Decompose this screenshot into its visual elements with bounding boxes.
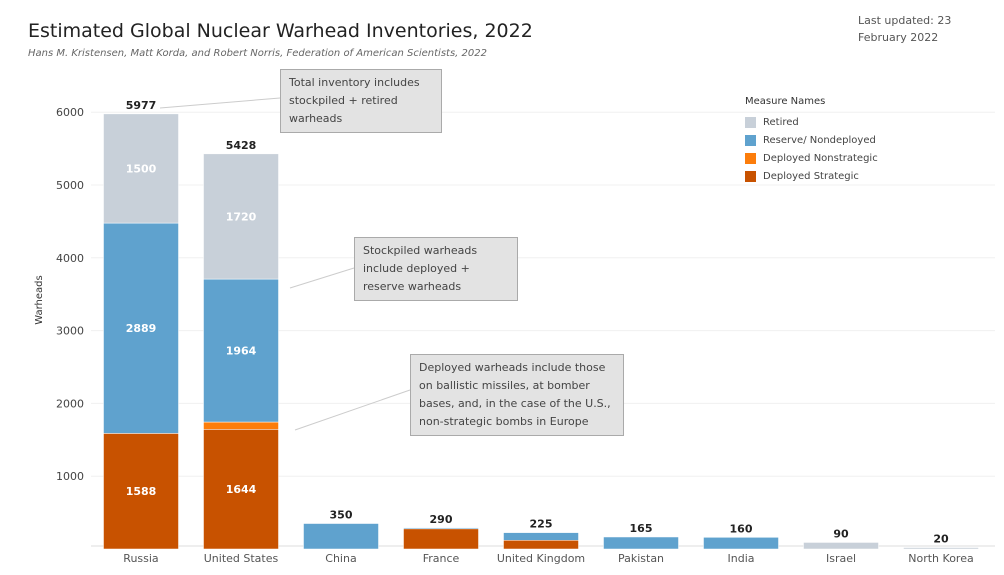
annotation-connector [289, 267, 355, 289]
legend-label: Deployed Nonstrategic [763, 152, 878, 164]
bar-segment [103, 433, 179, 550]
bar-segment [203, 429, 279, 550]
bar-segment [103, 113, 179, 224]
segment-label: 1500 [126, 162, 157, 175]
bar-segment [203, 278, 279, 423]
bar-segment [203, 153, 279, 280]
bar-segment [603, 536, 679, 550]
bar-segment [403, 528, 479, 550]
bar-segment [703, 537, 779, 550]
x-tick-label: India [728, 552, 755, 565]
y-tick-label: 1000 [56, 470, 84, 483]
legend-label: Reserve/ Nondeployed [763, 134, 876, 146]
y-axis-title: Warheads [34, 275, 45, 325]
last-updated: Last updated: 23 February 2022 [858, 14, 952, 44]
x-tick-label: North Korea [908, 552, 973, 565]
total-label: 20 [933, 533, 949, 546]
segment-label: 2889 [126, 322, 157, 335]
legend-item[interactable]: Retired [745, 113, 878, 131]
x-tick-label: Pakistan [618, 552, 664, 565]
bar-segment [803, 542, 879, 550]
bar-segment [503, 540, 579, 550]
total-label: 90 [833, 527, 849, 540]
legend-swatch [745, 152, 756, 164]
legend-label: Deployed Strategic [763, 170, 859, 182]
legend-item[interactable]: Deployed Nonstrategic [745, 149, 878, 167]
legend: Measure Names Retired Reserve/ Nondeploye… [745, 96, 878, 185]
x-tick-label: Russia [123, 552, 158, 565]
legend-swatch [745, 170, 756, 182]
segment-label: 1644 [226, 483, 257, 496]
annotation-connector [294, 389, 411, 431]
bar-segment [403, 527, 479, 530]
total-label: 350 [330, 509, 353, 522]
bar-segment [103, 222, 179, 434]
total-label: 290 [430, 513, 453, 526]
total-label: 5977 [126, 99, 157, 112]
segment-label: 1588 [126, 485, 157, 498]
legend-item[interactable]: Reserve/ Nondeployed [745, 131, 878, 149]
y-tick-label: 4000 [56, 252, 84, 265]
total-label: 5428 [226, 139, 257, 152]
annotation-total: Total inventory includes stockpiled + re… [280, 69, 442, 133]
legend-label: Retired [763, 116, 799, 128]
bar-segment [203, 421, 279, 430]
annotation-connector [159, 97, 281, 109]
y-tick-label: 5000 [56, 179, 84, 192]
y-tick-label: 2000 [56, 397, 84, 410]
legend-title: Measure Names [745, 96, 826, 107]
y-tick-label: 3000 [56, 325, 84, 338]
legend-item[interactable]: Deployed Strategic [745, 167, 878, 185]
chart-title: Estimated Global Nuclear Warhead Invento… [28, 20, 533, 42]
bar-segment [503, 532, 579, 541]
x-tick-label: China [325, 552, 356, 565]
x-tick-label: United States [204, 552, 279, 565]
legend-swatch [745, 134, 756, 146]
annotation-stockpiled: Stockpiled warheads include deployed + r… [354, 237, 518, 301]
total-label: 160 [730, 522, 753, 535]
total-label: 165 [630, 522, 653, 535]
annotation-deployed: Deployed warheads include those on balli… [410, 354, 624, 436]
x-tick-label: France [423, 552, 460, 565]
total-label: 225 [530, 518, 553, 531]
segment-label: 1964 [226, 345, 257, 358]
bar-segment [303, 523, 379, 550]
chart-subtitle: Hans M. Kristensen, Matt Korda, and Robe… [28, 48, 487, 59]
y-tick-label: 6000 [56, 106, 84, 119]
x-tick-label: United Kingdom [497, 552, 585, 565]
legend-swatch [745, 116, 756, 128]
x-tick-label: Israel [826, 552, 856, 565]
bar-segment [903, 547, 979, 550]
segment-label: 1720 [226, 210, 257, 223]
